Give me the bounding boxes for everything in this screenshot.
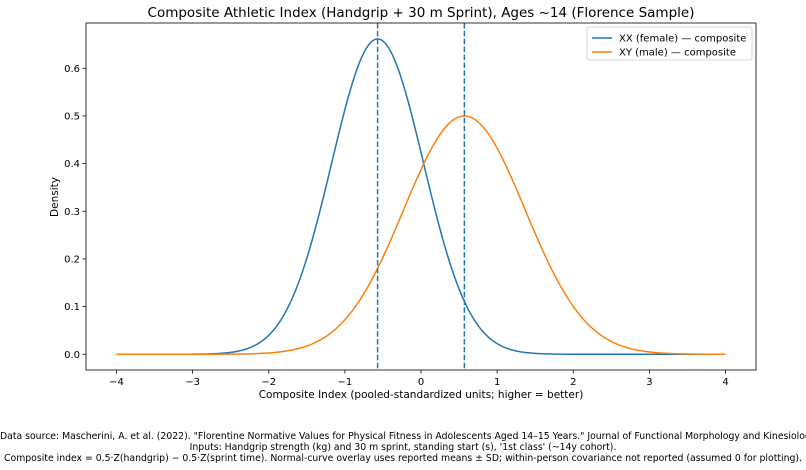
x-tick-label: 0: [418, 377, 424, 388]
x-tick-label: −4: [109, 377, 124, 388]
x-tick-label: 1: [494, 377, 500, 388]
axes-frame: [85, 22, 757, 371]
x-tick-label: −1: [337, 377, 352, 388]
legend-box: [586, 26, 753, 61]
y-axis-label: Density: [49, 177, 61, 217]
x-tick-label: 2: [570, 377, 576, 388]
y-tick-label: 0.1: [64, 302, 80, 313]
y-tick-label: 0.0: [64, 350, 80, 361]
caption-inputs: Inputs: Handgrip strength (kg) and 30 m …: [189, 442, 617, 453]
chart: Composite Athletic Index (Handgrip + 30 …: [49, 5, 757, 401]
x-tick-label: 4: [722, 377, 728, 388]
x-tick-label: −3: [185, 377, 200, 388]
legend-entry-label: XX (female) — composite: [619, 34, 746, 45]
legend: XX (female) — composite XY (male) — compo…: [586, 26, 753, 61]
chart-title: Composite Athletic Index (Handgrip + 30 …: [148, 5, 695, 21]
legend-entry-label: XY (male) — composite: [619, 48, 736, 59]
y-tick-label: 0.3: [64, 207, 80, 218]
y-tick-label: 0.2: [64, 254, 80, 265]
y-tick-label: 0.6: [64, 64, 80, 75]
y-tick-label: 0.4: [64, 159, 80, 170]
series-line-female: [116, 38, 726, 356]
plot-area: −4 −3 −2 −1 0 1 2 3 4 0.0 0.1 0.2 0.3 0.4 0.5 0.6: [64, 22, 757, 388]
x-tick-label: −2: [261, 377, 276, 388]
x-axis-label: Composite Index (pooled-standardized uni…: [259, 389, 584, 401]
y-tick-label: 0.5: [64, 111, 80, 122]
x-tick-label: 3: [646, 377, 652, 388]
series-line-male: [116, 115, 726, 356]
caption-method: Composite index = 0.5·Z(handgrip) − 0.5·…: [4, 453, 802, 464]
caption-source: Data source: Mascherini, A. et al. (2022…: [0, 431, 806, 442]
